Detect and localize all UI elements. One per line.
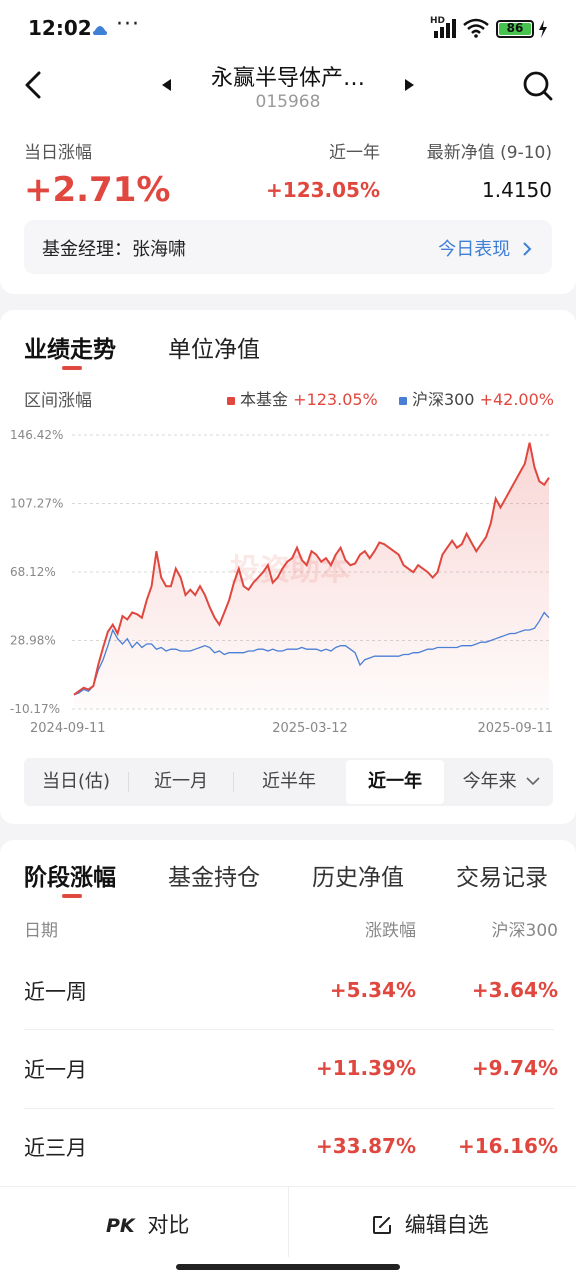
status-time: 12:02 [28, 16, 92, 40]
today-performance-label: 今日表现 [438, 239, 511, 260]
tab-underline [62, 366, 82, 370]
chevron-right-icon [523, 242, 532, 256]
range-today-estimate[interactable]: 当日(估) [41, 771, 111, 792]
home-indicator [176, 1264, 400, 1270]
row-fund-change: +5.34% [329, 978, 416, 1002]
tab-unit-nav[interactable]: 单位净值 [168, 337, 260, 363]
performance-chart-card: 业绩走势 单位净值 区间涨幅 本基金 +123.05% 沪深300 +42.00… [0, 310, 576, 824]
row-index-change: +3.64% [471, 978, 558, 1002]
tab-history-nav[interactable]: 历史净值 [312, 865, 404, 891]
col-header-date: 日期 [24, 921, 58, 941]
page-header: 永赢半导体产… 015968 [0, 58, 576, 128]
tab-holdings[interactable]: 基金持仓 [168, 865, 260, 891]
row-label: 近三月 [24, 1136, 87, 1160]
more-notifications-icon: ··· [116, 12, 140, 37]
tab-underline [62, 894, 82, 898]
tab-stage-returns[interactable]: 阶段涨幅 [24, 865, 116, 891]
index-legend-value: +42.00% [479, 390, 554, 409]
today-performance-link[interactable]: 今日表现 [438, 235, 532, 261]
latest-nav-value: 1.4150 [482, 178, 552, 202]
row-fund-change: +33.87% [315, 1134, 416, 1158]
row-label: 近一周 [24, 980, 87, 1004]
index-legend-label: 沪深300 [411, 390, 475, 409]
y-tick-label: -10.17% [10, 702, 60, 716]
index-legend-swatch [398, 397, 407, 405]
row-label: 近一月 [24, 1058, 87, 1082]
compare-label: 对比 [147, 1213, 190, 1237]
col-header-change: 涨跌幅 [365, 921, 416, 941]
fund-legend-swatch [226, 397, 235, 405]
fund-series-line [73, 442, 550, 696]
pk-icon: PK [106, 1215, 135, 1237]
y-tick-label: 146.42% [10, 428, 63, 442]
range-1-month[interactable]: 近一月 [154, 771, 208, 792]
signal-icon [434, 19, 456, 38]
fund-legend-label: 本基金 [240, 390, 289, 409]
range-ytd[interactable]: 今年来 [450, 758, 553, 806]
row-divider [24, 1029, 554, 1030]
fund-legend-value: +123.05% [293, 390, 378, 409]
col-header-csi300: 沪深300 [491, 921, 558, 941]
tab-transactions[interactable]: 交易记录 [456, 865, 548, 891]
table-row: 近一周 +5.34% +3.64% [0, 958, 576, 1036]
y-tick-label: 68.12% [10, 565, 56, 579]
fund-manager-bar[interactable]: 基金经理：张海啸 今日表现 [24, 220, 552, 274]
row-fund-change: +11.39% [315, 1056, 416, 1080]
back-icon[interactable] [22, 70, 44, 100]
chevron-down-icon [526, 777, 540, 786]
index-series-line [73, 611, 550, 696]
y-tick-label: 28.98% [10, 633, 56, 647]
range-separator [128, 772, 129, 792]
year-change-value: +123.05% [266, 178, 380, 202]
range-6-months[interactable]: 近半年 [262, 771, 316, 792]
range-change-label: 区间涨幅 [24, 391, 92, 411]
hd-label: HD [430, 16, 446, 26]
table-row: 近一月 +11.39% +9.74% [0, 1036, 576, 1114]
edit-watchlist-label: 编辑自选 [404, 1213, 489, 1237]
daily-change-value: +2.71% [24, 170, 171, 210]
status-bar: 12:02 ··· HD 86 [0, 0, 576, 58]
chart-legend: 本基金 +123.05% 沪深300 +42.00% [226, 386, 554, 410]
fund-name: 永赢半导体产… [210, 66, 365, 91]
edit-icon [373, 1216, 391, 1234]
range-separator [233, 772, 234, 792]
y-tick-label: 107.27% [10, 497, 63, 511]
battery-icon: 86 [496, 20, 534, 38]
daily-change-label: 当日涨幅 [24, 143, 92, 163]
latest-nav-label: 最新净值 (9-10) [426, 143, 552, 163]
tab-performance-trend[interactable]: 业绩走势 [24, 337, 116, 363]
app-notification-icon [93, 26, 107, 35]
x-tick-label: 2025-03-12 [272, 721, 348, 736]
row-divider [24, 1108, 554, 1109]
search-icon[interactable] [522, 70, 554, 102]
row-index-change: +16.16% [457, 1134, 558, 1158]
prev-fund-icon[interactable] [160, 78, 172, 92]
year-change-label: 近一年 [329, 143, 380, 163]
x-tick-label: 2024-09-11 [30, 721, 106, 736]
next-fund-icon[interactable] [404, 78, 416, 92]
x-tick-label: 2025-09-11 [477, 721, 553, 736]
fund-summary: 当日涨幅 +2.71% 近一年 +123.05% 最新净值 (9-10) 1.4… [0, 128, 576, 294]
wifi-icon [463, 18, 489, 38]
range-ytd-label: 今年来 [462, 771, 517, 792]
battery-level: 86 [506, 21, 524, 35]
table-row: 近三月 +33.87% +16.16% [0, 1114, 576, 1192]
row-index-change: +9.74% [471, 1056, 558, 1080]
compare-button[interactable]: PK 对比 [106, 1209, 189, 1239]
charging-icon [539, 20, 547, 38]
time-range-selector: 当日(估) 近一月 近半年 近一年 今年来 [24, 758, 553, 806]
edit-watchlist-button[interactable]: 编辑自选 [372, 1209, 489, 1239]
fund-code: 015968 [255, 92, 321, 112]
fund-manager: 基金经理：张海啸 [42, 239, 186, 260]
range-1-year[interactable]: 近一年 [346, 760, 444, 804]
performance-chart[interactable]: 投资助本 146.42%107.27%68.12%28.98%-10.17% 2… [0, 420, 576, 750]
fund-area-fill [74, 442, 549, 709]
bottom-divider [288, 1187, 289, 1257]
